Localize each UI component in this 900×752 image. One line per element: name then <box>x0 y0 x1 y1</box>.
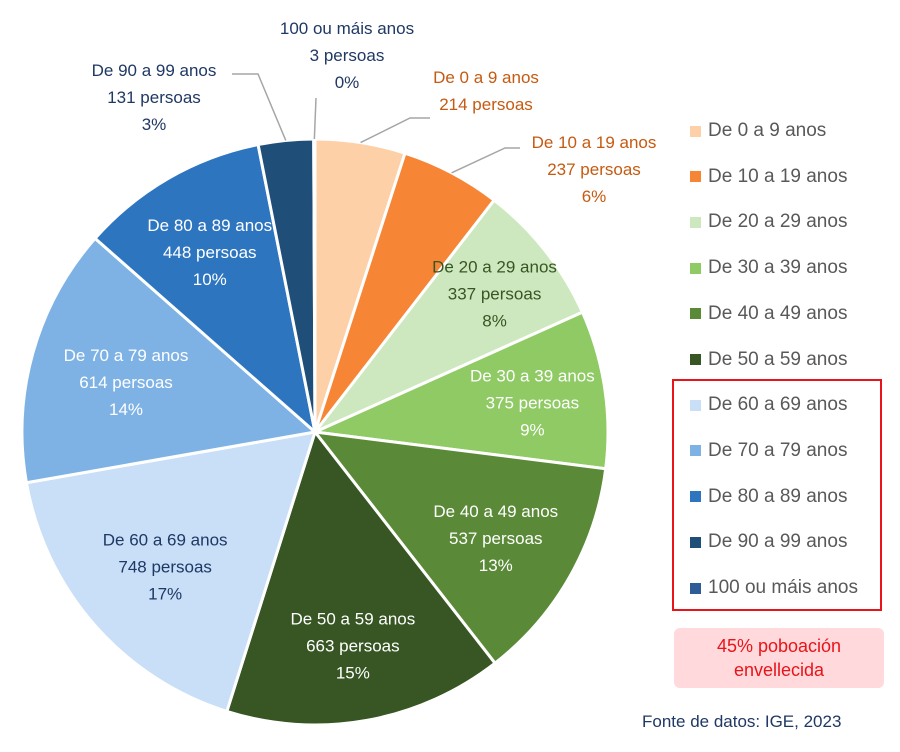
legend-item-de-0-a-9-anos: De 0 a 9 anos <box>690 116 826 146</box>
pie-slice-de-40-a-49-anos <box>311 430 608 666</box>
data-label-de-60-a-69-anos-line-2: 17% <box>148 584 182 603</box>
legend-item-de-40-a-49-anos: De 40 a 49 anos <box>690 299 847 329</box>
highlight-box <box>672 379 882 611</box>
data-label-de-20-a-29-anos-line-0: De 20 a 29 anos <box>432 258 557 277</box>
legend-swatch <box>690 171 701 183</box>
legend-label: De 50 a 59 anos <box>708 348 848 370</box>
legend-label: De 90 a 99 anos <box>708 531 848 553</box>
data-label-de-20-a-29-anos-line-1: 337 persoas <box>448 285 542 304</box>
legend-item-de-10-a-19-anos: De 10 a 19 anos <box>690 162 847 192</box>
legend-item-100-ou-mais-anos: 100 ou máis anos <box>690 573 858 603</box>
leader-line-10-19 <box>451 147 520 174</box>
legend-item-de-60-a-69-anos: De 60 a 69 anos <box>690 390 847 420</box>
outside-label-90-99-line-0: De 90 a 99 anos <box>92 61 217 80</box>
callout-text: 45% poboación envellecida <box>716 636 842 680</box>
outside-label-0-9-line-0: De 0 a 9 anos <box>433 68 539 87</box>
data-label-de-50-a-59-anos-line-0: De 50 a 59 anos <box>290 610 415 629</box>
pie-slice-de-30-a-39-anos <box>309 310 610 471</box>
source-note: Fonte de datos: IGE, 2023 <box>642 712 842 731</box>
legend-item-de-30-a-39-anos: De 30 a 39 anos <box>690 253 847 283</box>
data-label-de-80-a-89-anos-line-2: 10% <box>193 270 227 289</box>
aging-callout: 45% poboación envellecida <box>674 628 884 688</box>
leader-line-90-99 <box>232 73 287 141</box>
legend-swatch <box>690 536 701 548</box>
legend-item-de-80-a-89-anos: De 80 a 89 anos <box>690 482 847 512</box>
data-label-de-40-a-49-anos-line-0: De 40 a 49 anos <box>433 502 558 521</box>
data-label-de-40-a-49-anos-line-1: 537 persoas <box>449 529 543 548</box>
leader-line-100 <box>313 97 317 140</box>
legend-label: De 80 a 89 anos <box>708 485 848 507</box>
legend-swatch <box>690 125 701 137</box>
pie-slice-de-70-a-79-anos <box>20 236 319 485</box>
pie-slice-de-20-a-29-anos <box>313 198 585 434</box>
data-label-de-40-a-49-anos-line-2: 13% <box>479 556 513 575</box>
legend-swatch <box>690 445 701 457</box>
legend-item-de-50-a-59-anos: De 50 a 59 anos <box>690 345 847 375</box>
data-label-de-70-a-79-anos-line-0: De 70 a 79 anos <box>64 346 189 365</box>
legend-label: De 0 a 9 anos <box>708 120 827 141</box>
data-label-de-80-a-89-anos-line-1: 448 persoas <box>163 243 257 262</box>
legend-label: De 40 a 49 anos <box>708 302 848 324</box>
outside-label-100-line-1: 3 persoas <box>310 46 385 65</box>
data-label-de-30-a-39-anos-line-2: 9% <box>520 421 545 440</box>
data-label-de-80-a-89-anos-line-0: De 80 a 89 anos <box>147 216 272 235</box>
data-label-de-30-a-39-anos-line-1: 375 persoas <box>486 394 580 413</box>
legend-swatch <box>690 354 701 365</box>
outside-label-10-19-line-0: De 10 a 19 anos <box>532 133 657 152</box>
data-label-de-60-a-69-anos-line-0: De 60 a 69 anos <box>103 530 228 549</box>
data-label-de-50-a-59-anos-line-2: 15% <box>336 664 370 683</box>
data-label-de-30-a-39-anos-line-0: De 30 a 39 anos <box>470 367 595 386</box>
legend-label: De 60 a 69 anos <box>708 394 848 416</box>
pie-slice-100-ou-mais-anos <box>312 137 317 433</box>
data-label-de-20-a-29-anos-line-2: 8% <box>482 312 507 331</box>
pie-slice-de-60-a-69-anos <box>24 430 318 714</box>
legend-swatch <box>690 262 701 274</box>
data-label-de-60-a-69-anos-line-1: 748 persoas <box>118 557 212 576</box>
legend-swatch <box>690 582 701 594</box>
legend-swatch <box>690 491 701 503</box>
data-label-de-70-a-79-anos-line-2: 14% <box>109 400 143 419</box>
outside-label-10-19-line-1: 237 persoas <box>547 160 641 179</box>
legend-label: De 70 a 79 anos <box>708 439 848 461</box>
legend-swatch <box>690 308 701 320</box>
pie-slice-de-80-a-89-anos <box>92 142 318 437</box>
outside-label-10-19-line-2: 6% <box>582 187 607 206</box>
legend-label: 100 ou máis anos <box>708 577 858 598</box>
outside-label-100-line-0: 100 ou máis anos <box>280 19 414 38</box>
outside-label-0-9-line-1: 214 persoas <box>439 95 533 114</box>
data-label-de-70-a-79-anos-line-1: 614 persoas <box>79 373 173 392</box>
legend-item-de-90-a-99-anos: De 90 a 99 anos <box>690 527 847 557</box>
legend-swatch <box>690 399 701 411</box>
outside-label-90-99-line-2: 3% <box>142 115 167 134</box>
outside-label-100-line-2: 0% <box>335 73 360 92</box>
legend-label: De 30 a 39 anos <box>708 257 848 279</box>
legend-label: De 20 a 29 anos <box>708 211 848 233</box>
legend-label: De 10 a 19 anos <box>708 165 848 187</box>
legend-swatch <box>690 216 701 228</box>
data-label-de-50-a-59-anos-line-1: 663 persoas <box>306 637 400 656</box>
pie-slice-de-50-a-59-anos <box>224 428 498 727</box>
legend-item-de-20-a-29-anos: De 20 a 29 anos <box>690 207 847 237</box>
outside-label-90-99-line-1: 131 persoas <box>107 88 201 107</box>
leader-line-0-9 <box>360 117 430 144</box>
legend-item-de-70-a-79-anos: De 70 a 79 anos <box>690 436 847 466</box>
